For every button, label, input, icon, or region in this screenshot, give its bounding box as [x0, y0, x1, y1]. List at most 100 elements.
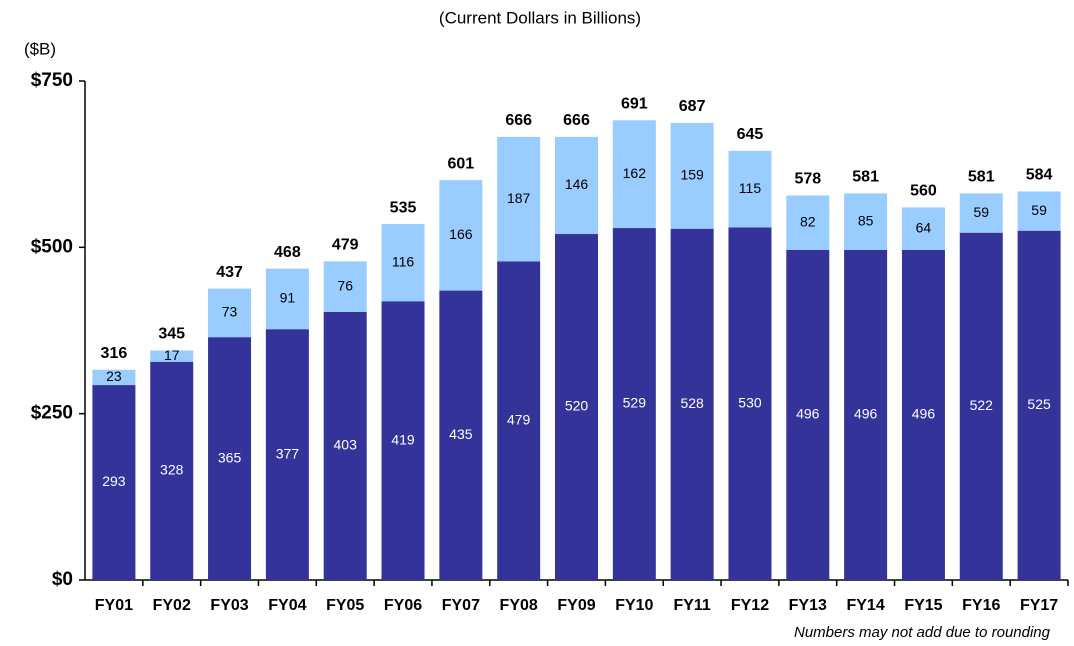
segment-label: 91	[280, 290, 296, 306]
x-tick-label: FY01	[95, 597, 133, 614]
segment-label: 522	[970, 397, 994, 413]
segment-label: 496	[796, 406, 820, 422]
bar-segment	[670, 122, 714, 229]
total-label: 316	[101, 345, 128, 362]
segment-label: 403	[334, 437, 358, 453]
segment-label: 76	[337, 277, 353, 293]
segment-label: 73	[222, 304, 238, 320]
x-tick-label: FY02	[153, 597, 191, 614]
bar-segment	[323, 311, 367, 580]
y-tick-label: $500	[31, 236, 73, 257]
segment-label: 520	[565, 398, 589, 414]
bar-segment	[555, 136, 598, 235]
total-label: 479	[332, 237, 359, 254]
segment-label: 496	[854, 406, 878, 422]
x-tick-label: FY05	[326, 597, 364, 614]
y-axis-label: ($B)	[24, 39, 56, 58]
total-label: 687	[679, 98, 706, 115]
segment-label: 187	[507, 190, 531, 206]
bar-segment	[381, 224, 425, 302]
x-tick-label: FY11	[673, 597, 710, 614]
bar-segment	[92, 385, 136, 580]
total-label: 581	[968, 169, 995, 186]
segment-label: 530	[738, 394, 762, 410]
bar-segment	[786, 195, 830, 250]
segment-label: 528	[680, 395, 704, 411]
bar-segment	[497, 261, 541, 580]
bar-segment	[786, 249, 830, 580]
x-tick-label: FY15	[904, 597, 942, 614]
bar-segment	[728, 150, 772, 228]
chart-subtitle: (Current Dollars in Billions)	[439, 8, 641, 27]
bar-segment	[901, 207, 945, 250]
segment-label: 529	[623, 395, 647, 411]
total-label: 645	[737, 126, 764, 143]
x-tick-label: FY10	[615, 597, 653, 614]
bar-segment	[323, 261, 367, 312]
bar-segment	[728, 227, 772, 580]
y-tick-label: $0	[52, 569, 73, 590]
x-tick-label: FY14	[846, 597, 884, 614]
total-label: 578	[794, 171, 821, 188]
x-tick-label: FY13	[789, 597, 827, 614]
bar-segment	[150, 350, 194, 362]
total-label: 601	[448, 155, 475, 172]
segment-label: 525	[1027, 396, 1051, 412]
bar-segment	[92, 369, 136, 386]
total-label: 666	[505, 112, 532, 129]
segment-label: 23	[106, 368, 122, 384]
x-tick-label: FY17	[1020, 597, 1058, 614]
total-label: 345	[158, 326, 185, 343]
bar-segment	[844, 249, 888, 580]
segment-label: 479	[507, 411, 531, 427]
segment-label: 85	[858, 212, 874, 228]
total-label: 581	[852, 169, 879, 186]
segment-label: 64	[916, 219, 932, 235]
x-tick-label: FY09	[557, 597, 595, 614]
total-label: 437	[216, 264, 243, 281]
bar-segment	[1017, 191, 1061, 231]
bar-segment	[555, 234, 598, 580]
segment-label: 166	[449, 226, 473, 242]
bar-segment	[1017, 230, 1061, 580]
total-label: 468	[274, 244, 301, 261]
bar-segment	[670, 228, 714, 581]
bar-segment	[208, 288, 252, 338]
x-tick-label: FY16	[962, 597, 1000, 614]
segment-label: 377	[276, 445, 300, 461]
segment-label: 59	[1031, 202, 1047, 218]
segment-label: 435	[449, 426, 473, 442]
segment-label: 162	[623, 165, 647, 181]
y-tick-label: $750	[31, 70, 73, 91]
total-label: 666	[563, 112, 590, 129]
x-tick-label: FY07	[442, 597, 480, 614]
segment-label: 419	[391, 431, 415, 447]
bar-segment	[381, 301, 425, 580]
segment-label: 293	[102, 473, 126, 489]
x-tick-label: FY03	[210, 597, 248, 614]
x-tick-label: FY12	[731, 597, 769, 614]
segment-label: 159	[680, 167, 704, 183]
segment-label: 328	[160, 462, 184, 478]
segment-label: 115	[739, 180, 762, 196]
segment-label: 496	[912, 406, 936, 422]
total-label: 535	[390, 199, 417, 216]
bar-segment	[439, 180, 483, 291]
segment-label: 82	[800, 213, 816, 229]
bar-segment	[612, 228, 656, 580]
bar-segment	[439, 290, 483, 580]
y-tick-label: $250	[31, 403, 73, 424]
total-label: 560	[910, 183, 937, 200]
segment-label: 116	[392, 253, 415, 269]
segment-label: 17	[164, 347, 180, 363]
x-tick-label: FY04	[268, 597, 306, 614]
x-tick-label: FY06	[384, 597, 422, 614]
bar-segment	[265, 268, 309, 330]
bar-segment	[208, 337, 252, 580]
bar-segment	[959, 193, 1003, 233]
bar-segment	[959, 232, 1003, 581]
bar-segment	[150, 361, 194, 580]
total-label: 691	[621, 95, 648, 112]
bar-segment	[497, 136, 541, 262]
